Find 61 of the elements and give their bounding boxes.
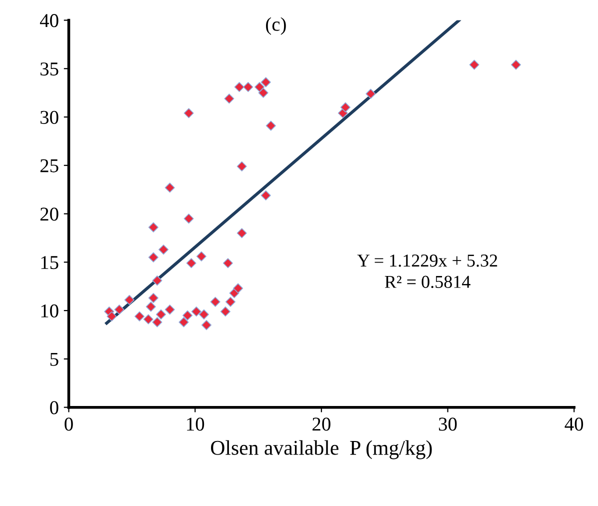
annotation: (c) [266,17,286,35]
y-tick-label: 10 [41,304,58,318]
point [184,108,194,118]
point [201,320,212,330]
point [152,317,162,328]
point [148,222,158,232]
point [156,309,166,320]
annotation: Y = 1.1229x + 5.32 [357,254,498,267]
point [243,82,254,92]
point [148,252,158,262]
point [198,309,209,320]
x-tick-label: 10 [187,418,204,431]
y-tick-label: 0 [50,401,58,414]
point [158,244,169,255]
point [236,228,247,238]
point [191,306,202,317]
point [260,190,271,200]
point [233,283,244,294]
x-tick-label: 20 [312,418,330,431]
y-tick-label: 5 [50,352,58,366]
point [340,102,350,112]
point [114,304,124,315]
point [510,60,521,70]
point [258,88,268,98]
point [236,161,247,172]
point [196,251,206,262]
point [124,294,134,305]
y-tick-label: 35 [40,62,58,76]
point [366,88,376,99]
point [164,304,175,315]
point [178,317,189,328]
y-tick-label: 40 [40,14,58,28]
point [234,82,244,92]
point [184,214,194,224]
x-tick-label: 40 [564,418,584,431]
point [164,182,175,193]
x-tick-label: 0 [64,418,73,431]
x-tick-label: 30 [438,418,457,431]
point [254,82,265,92]
point [469,60,480,70]
point [152,276,162,286]
point [266,120,276,131]
point [146,302,156,312]
point [182,310,193,320]
point [222,258,233,268]
y-tick-label: 20 [40,208,58,221]
point [148,292,158,304]
annotation: R² = 0.5814 [384,276,470,288]
point [220,306,230,317]
point [210,296,220,307]
x-axis-title: Olsen available P (mg/kg) [211,440,432,460]
point [134,311,145,322]
point [260,77,271,88]
y-tick-label: 30 [40,110,58,124]
y-tick-label: 25 [40,159,58,172]
point [186,258,196,268]
point [106,311,117,322]
point [143,314,154,324]
y-tick-label: 15 [41,256,58,270]
point [225,296,236,307]
point [224,94,234,104]
